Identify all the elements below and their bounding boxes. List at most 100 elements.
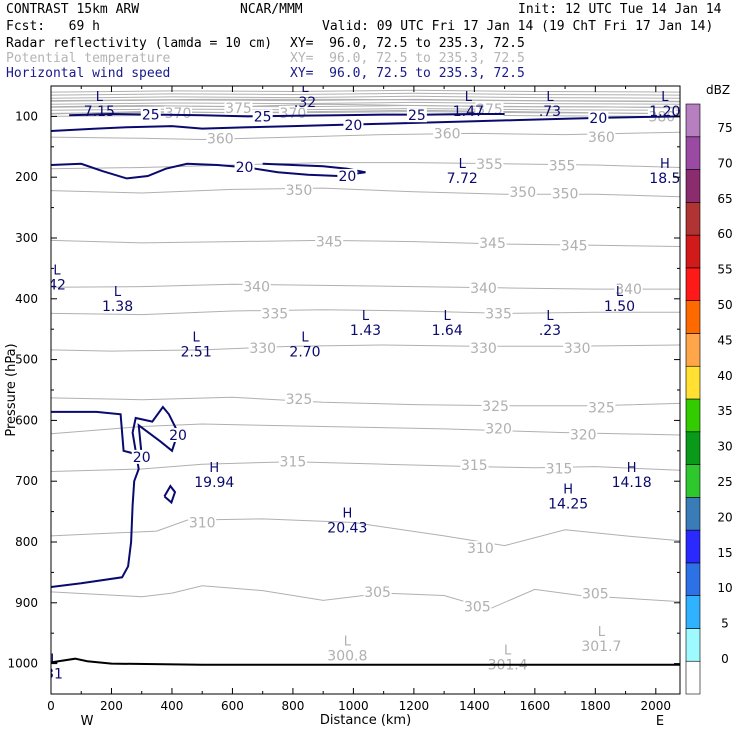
colorbar-swatch [685, 562, 701, 596]
extremum-value: 42 [48, 277, 66, 293]
theta-label-bg [614, 282, 643, 297]
colorbar-tick-label: 70 [717, 156, 732, 170]
y-axis-label: Pressure (hPa) [4, 343, 19, 436]
colorbar-tick-label: 45 [717, 333, 732, 347]
theta-contour-label: 315 [280, 455, 307, 471]
extremum-value: 7.72 [447, 171, 478, 187]
theta-contour-label: 310 [467, 541, 494, 557]
extremum-L-marker: L [362, 309, 370, 324]
theta-band-line [51, 92, 680, 96]
theta-contour-label: 345 [316, 235, 343, 251]
colorbar-swatch [685, 365, 701, 400]
extremum-L-marker: L [50, 653, 58, 668]
theta-contour-label: 350 [509, 185, 536, 201]
colorbar-tick-label: 40 [717, 369, 732, 383]
extremum-value: 19.94 [194, 475, 234, 491]
theta-contour-360 [51, 131, 680, 141]
extremum-value: 1.38 [102, 299, 133, 315]
extremum-L-marker: L [344, 634, 352, 649]
colorbar-tick-label: 5 [721, 617, 729, 631]
theta-contour-label: 360 [207, 131, 234, 147]
colorbar-tick-label: 30 [717, 440, 732, 454]
colorbar-swatch [685, 431, 701, 465]
theta-contour-350 [51, 187, 680, 198]
colorbar-swatch [685, 267, 701, 301]
field-reflectivity-xy: XY= 96.0, 72.5 to 235.3, 72.5 [290, 36, 525, 51]
colorbar-swatch [685, 333, 701, 367]
theta-label-bg [466, 541, 495, 556]
x-tick-label: 1600 [520, 699, 551, 713]
extremum-L-marker: L [301, 330, 309, 345]
extremum-value: 300.8 [327, 648, 367, 664]
x-tick-label: 600 [221, 699, 244, 713]
theta-contour-305 [51, 585, 680, 610]
theta-label-bg [475, 156, 504, 171]
theta-contour-label: 360 [588, 130, 615, 146]
wind-contour-label: 20 [338, 169, 356, 185]
theta-contour-label: 340 [470, 281, 497, 297]
x-tick-label: 800 [281, 699, 304, 713]
east-label: E [656, 714, 664, 729]
wind-label-bg [343, 117, 364, 132]
colorbar-tick-label: 60 [717, 227, 732, 241]
extremum-value: .32 [294, 95, 316, 111]
wind-contour-label: 25 [408, 108, 426, 124]
colorbar-swatch [685, 464, 701, 498]
theta-label-bg [463, 599, 492, 614]
theta-label-bg [242, 279, 271, 294]
theta-label-bg [206, 131, 235, 146]
colorbar-tick-label: 0 [721, 652, 729, 666]
theta-contour-label: 310 [189, 516, 216, 532]
y-tick-label: 900 [15, 596, 38, 610]
colorbar-swatch [685, 234, 701, 269]
x-tick-label: 2000 [641, 699, 672, 713]
extremum-H-marker: H [660, 157, 670, 172]
colorbar-tick-label: 10 [717, 581, 732, 595]
colorbar-swatch [685, 300, 701, 334]
wind-label-bg [140, 107, 161, 122]
extremum-L-marker: L [459, 157, 467, 172]
theta-contour-label: 350 [552, 187, 579, 203]
theta-label-bg [569, 427, 598, 442]
extremum-L-marker: L [546, 90, 554, 105]
theta-label-bg [587, 130, 616, 145]
theta-label-bg [469, 280, 498, 295]
y-tick-label: 600 [15, 413, 38, 427]
theta-contour-label: 345 [479, 236, 506, 252]
colorbar-swatch [685, 529, 701, 564]
y-tick-label: 200 [15, 170, 38, 184]
theta-label-bg [433, 126, 462, 141]
theta-contour-label: 355 [476, 157, 503, 173]
extremum-value: 20.43 [327, 521, 367, 537]
y-tick-label: 1000 [7, 657, 38, 671]
x-tick-label: 1200 [399, 699, 430, 713]
extremum-H-marker: H [563, 482, 573, 497]
extremum-value: .23 [539, 323, 561, 339]
field-wind-label: Horizontal wind speed [6, 66, 171, 81]
theta-contour-label: 340 [615, 282, 642, 298]
theta-contour-label: 325 [482, 399, 509, 415]
colorbar-swatch [685, 628, 701, 662]
theta-contour-label: 355 [549, 159, 576, 175]
colorbar-swatch [685, 398, 701, 433]
extremum-H-marker: H [342, 507, 352, 522]
extremum-value: .73 [539, 104, 561, 120]
theta-contour-label: 335 [261, 306, 288, 322]
extremum-value: 1.64 [432, 323, 463, 339]
theta-contour-label: 360 [434, 126, 461, 142]
extremum-value: 1.43 [350, 323, 381, 339]
x-tick-label: 1400 [459, 699, 490, 713]
extremum-L-marker: L [465, 90, 473, 105]
theta-contour-380 [51, 98, 680, 103]
theta-label-bg [484, 306, 513, 321]
wind-contour-label: 20 [236, 160, 254, 176]
extremum-L-marker: L [301, 81, 309, 96]
theta-contour-label: 325 [286, 392, 313, 408]
extremum-L-marker: L [444, 309, 452, 324]
colorbar-tick-label: 35 [717, 404, 732, 418]
wind-contour-20 [51, 405, 180, 588]
theta-label-bg [469, 341, 498, 356]
theta-contour-label: 375 [225, 101, 252, 117]
theta-contour-340 [51, 283, 680, 290]
colorbar-swatch [685, 202, 701, 236]
